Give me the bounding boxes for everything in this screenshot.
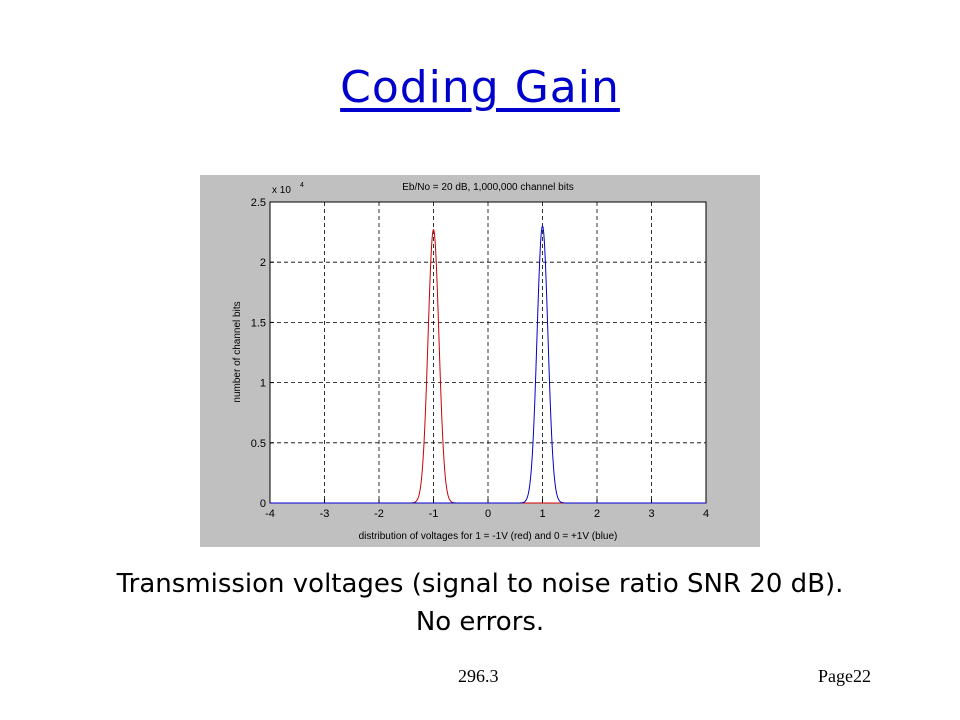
- x-tick-label: -4: [265, 508, 275, 520]
- slide-title: Coding Gain: [340, 62, 620, 113]
- x-tick-label: -2: [374, 508, 384, 520]
- chart-figure: -4 -3 -2 -1 0 1 2 3 4 0 0.5 1 1.5 2 2.5 Eb/No = 20 dB,…: [200, 175, 760, 547]
- caption-line-2: No errors.: [415, 607, 545, 637]
- x-tick-label: 2: [594, 508, 600, 520]
- grid-lines: [269, 201, 707, 504]
- y-tick-label: 1.5: [251, 317, 266, 329]
- y-tick-label: 2.5: [251, 197, 266, 209]
- x-tick-label: 3: [648, 508, 654, 520]
- y-tick-label: 0.5: [251, 438, 266, 450]
- tick-labels: -4 -3 -2 -1 0 1 2 3 4 0 0.5 1 1.5 2 2.5: [251, 197, 709, 520]
- x-tick-label: 1: [539, 508, 545, 520]
- caption-line-1: Transmission voltages (signal to noise r…: [116, 569, 844, 599]
- x-axis-label: distribution of voltages for 1 = -1V (re…: [359, 531, 618, 542]
- y-tick-label: 0: [260, 498, 266, 510]
- y-axis-label: number of channel bits: [232, 301, 243, 402]
- x-tick-label: -3: [320, 508, 330, 520]
- footer-id: 296.3: [458, 666, 499, 686]
- x-tick-label: 0: [485, 508, 491, 520]
- y-tick-label: 1: [260, 378, 266, 390]
- y-multiplier-exp: 4: [300, 182, 304, 189]
- chart-title: Eb/No = 20 dB, 1,000,000 channel bits: [402, 182, 574, 193]
- y-multiplier: x 10: [272, 185, 291, 196]
- series-group: [270, 225, 706, 504]
- x-tick-label: -1: [429, 508, 439, 520]
- blue-series-line: [270, 225, 706, 504]
- y-tick-label: 2: [260, 257, 266, 269]
- slide-caption: Transmission voltages (signal to noise r…: [0, 565, 960, 641]
- footer-page-number: Page22: [818, 666, 871, 686]
- x-tick-label: 4: [703, 508, 709, 520]
